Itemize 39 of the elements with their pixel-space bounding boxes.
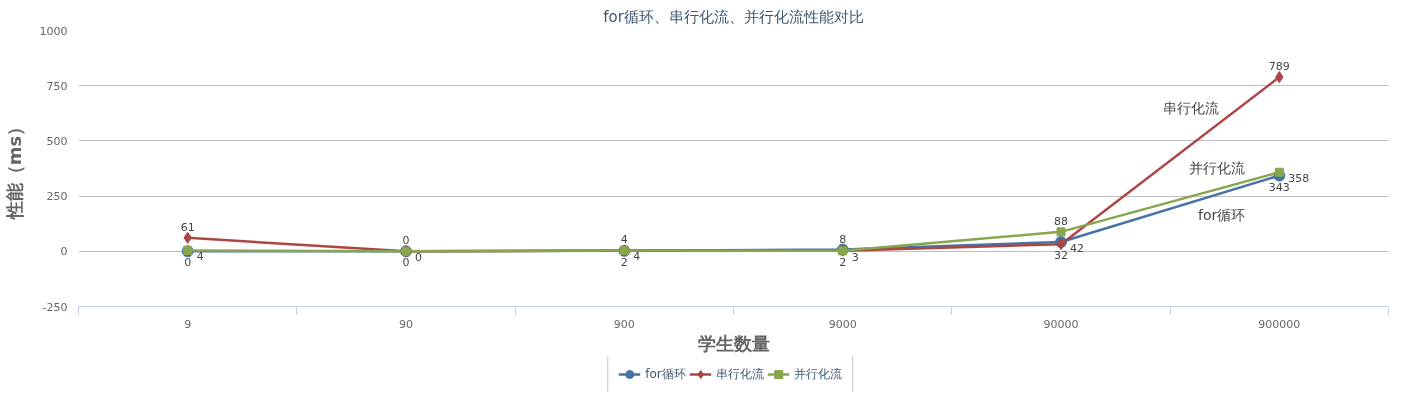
data-label: 2 xyxy=(620,255,628,269)
text: 并行化流 xyxy=(1189,160,1246,177)
legend-label: for循环 xyxy=(645,365,686,383)
data-label: 88 xyxy=(1054,214,1068,228)
y-axis-title: 性能（ms） xyxy=(3,117,25,221)
y-tick-label: 500 xyxy=(46,134,68,148)
data-label: 4 xyxy=(633,250,641,264)
y-tick-label: 0 xyxy=(60,245,68,259)
text: for循环 xyxy=(1198,206,1246,223)
y-tick-label: 1000 xyxy=(39,24,68,38)
data-label: 0 xyxy=(402,234,410,248)
data-label: 343 xyxy=(1268,180,1290,194)
data-label: 0 xyxy=(415,251,422,265)
x-tick-label: 9 xyxy=(184,317,192,331)
data-label: 42 xyxy=(1070,242,1084,256)
y-tick-label: -250 xyxy=(42,300,68,314)
x-tick-label: 900 xyxy=(613,317,635,331)
x-tick-label: 9000 xyxy=(828,317,857,331)
y-tick-label: 750 xyxy=(46,79,68,93)
x-axis-title: 学生数量 xyxy=(697,332,770,354)
text: 串行化流 xyxy=(1163,100,1220,117)
data-label: 4 xyxy=(620,233,628,247)
y-tick-label: 250 xyxy=(46,190,68,204)
x-tick-label: 90000 xyxy=(1043,317,1079,331)
data-label: 0 xyxy=(184,256,192,270)
data-label: 32 xyxy=(1054,249,1068,263)
data-label: 8 xyxy=(839,232,847,246)
data-label: 358 xyxy=(1288,172,1310,186)
x-tick-label: 900000 xyxy=(1258,317,1301,331)
x-tick-label: 90 xyxy=(399,317,413,331)
data-label: 61 xyxy=(180,220,195,234)
data-label: 789 xyxy=(1268,60,1290,74)
data-label: 0 xyxy=(402,256,410,270)
data-label: 4 xyxy=(196,250,204,264)
data-label: 2 xyxy=(839,255,847,269)
legend-label: 并行化流 xyxy=(793,365,842,383)
chart-title: for循环、串行化流、并行化流性能对比 xyxy=(603,7,864,26)
data-label: 3 xyxy=(851,250,859,264)
legend-label: 串行化流 xyxy=(715,365,764,383)
